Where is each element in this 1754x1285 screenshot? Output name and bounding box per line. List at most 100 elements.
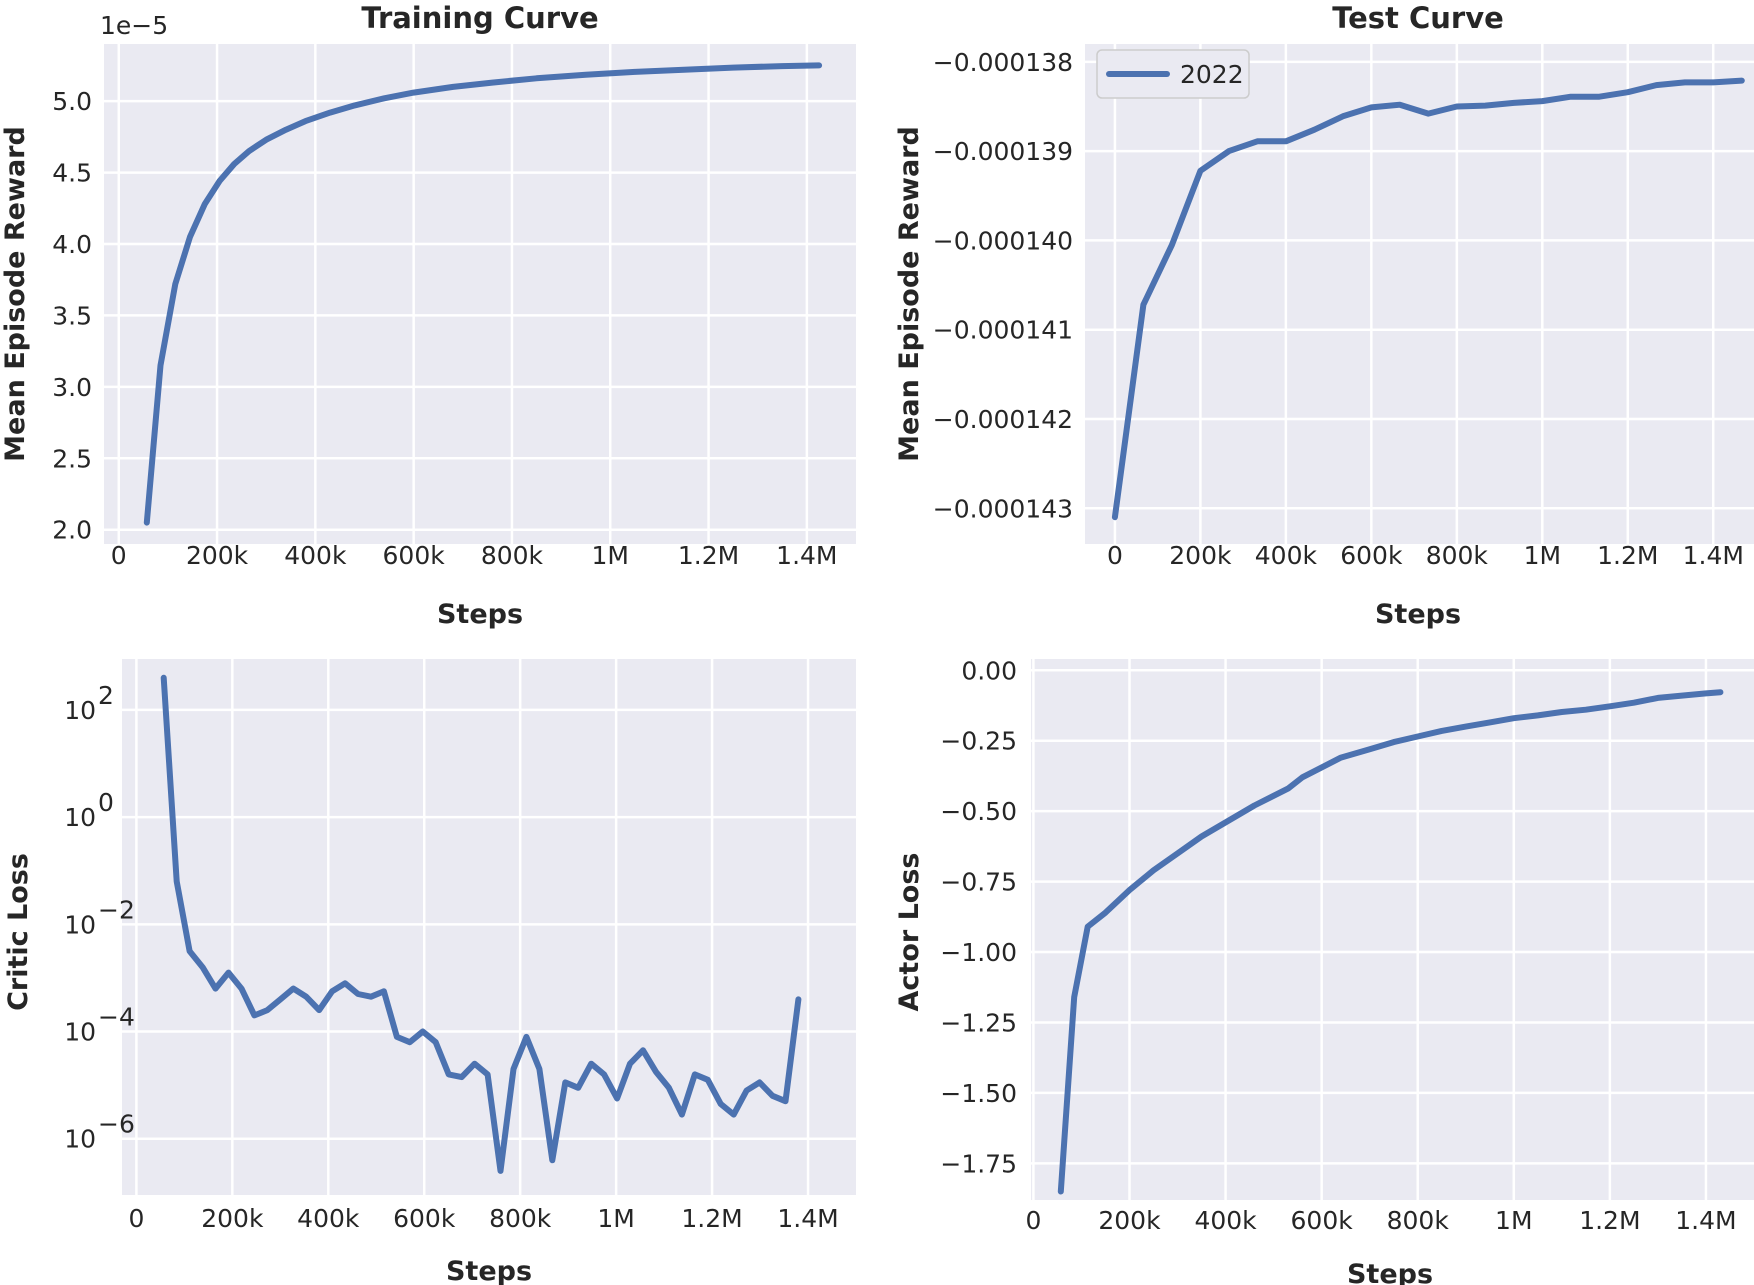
actor-x-tick-label: 200k	[1098, 1206, 1161, 1235]
training-y-tick-label: 5.0	[52, 87, 92, 116]
training-x-tick-label: 1.4M	[776, 541, 837, 570]
training-grid	[104, 44, 856, 544]
test-y-tick-label: −0.000140	[933, 226, 1073, 255]
training-x-tick-label: 0	[111, 541, 127, 570]
training-curve-panel: 0 200k 400k 600k 800k 1M 1.2M 1.4M 2.0 2.5 3.0 3.5…	[0, 1, 856, 630]
training-series-line	[143, 62, 823, 526]
critic-x-tick-label: 1M	[597, 1204, 634, 1233]
test-x-tick-label: 400k	[1255, 541, 1318, 570]
critic-x-tick-label: 1.4M	[777, 1204, 838, 1233]
test-y-label: Mean Episode Reward	[894, 126, 925, 462]
test-y-tick-label: −0.000142	[933, 405, 1073, 434]
training-y-tick-label: 4.0	[52, 230, 92, 259]
critic-x-tick-label: 600k	[393, 1204, 456, 1233]
test-x-tick-label: 1.4M	[1683, 541, 1744, 570]
training-lines	[143, 62, 823, 526]
test-x-tick-label: 1M	[1524, 541, 1561, 570]
test-x-tick-label: 1.2M	[1597, 541, 1658, 570]
actor-x-tick-label: 0	[1025, 1206, 1041, 1235]
test-lines	[1111, 77, 1745, 521]
critic-lines	[160, 674, 802, 1174]
training-x-tick-label: 600k	[383, 541, 446, 570]
training-y-label: Mean Episode Reward	[0, 126, 31, 462]
actor-x-tick-label: 1.2M	[1579, 1206, 1640, 1235]
training-y-tick-label: 3.5	[52, 301, 92, 330]
training-offset-text: 1e−5	[100, 11, 168, 40]
actor-grid	[1031, 659, 1754, 1200]
critic-loss-panel: 0 200k 400k 600k 800k 1M 1.2M 1.4M 10−610−410−2…	[3, 659, 856, 1285]
test-y-tick-label: −0.000141	[933, 316, 1073, 345]
training-x-label: Steps	[437, 599, 523, 630]
critic-y-tick-label: 10	[64, 803, 96, 832]
critic-y-tick-exponent: 2	[98, 681, 114, 710]
critic-y-tick-exponent: 0	[98, 788, 114, 817]
test-x-ticks: 0 200k 400k 600k 800k 1M 1.2M 1.4M	[1107, 541, 1744, 570]
training-y-tick-label: 2.5	[52, 444, 92, 473]
actor-lines	[1057, 689, 1724, 1195]
legend-entry-label: 2022	[1180, 60, 1244, 89]
critic-x-tick-label: 0	[128, 1204, 144, 1233]
critic-x-label: Steps	[446, 1256, 532, 1285]
critic-x-tick-label: 1.2M	[681, 1204, 742, 1233]
training-y-tick-label: 4.5	[52, 159, 92, 188]
critic-y-tick-label: 10	[64, 696, 96, 725]
training-x-ticks: 0 200k 400k 600k 800k 1M 1.2M 1.4M	[111, 541, 838, 570]
actor-y-tick-label: −0.50	[940, 797, 1017, 826]
actor-y-tick-label: −0.75	[940, 868, 1017, 897]
training-x-tick-label: 1M	[592, 541, 629, 570]
test-y-tick-label: −0.000143	[933, 494, 1073, 523]
critic-x-tick-label: 200k	[201, 1204, 264, 1233]
critic-y-tick-exponent: −6	[98, 1110, 135, 1139]
actor-x-tick-label: 1.4M	[1675, 1206, 1736, 1235]
critic-x-tick-label: 800k	[489, 1204, 552, 1233]
actor-y-tick-label: −1.00	[940, 938, 1017, 967]
legend-box	[1096, 49, 1250, 99]
test-grid	[1085, 44, 1754, 544]
actor-x-label: Steps	[1347, 1259, 1433, 1285]
actor-x-tick-label: 400k	[1194, 1206, 1257, 1235]
actor-y-tick-label: −1.75	[940, 1149, 1017, 1178]
test-curve-panel: 0 200k 400k 600k 800k 1M 1.2M 1.4M −0.000143 −0.…	[894, 1, 1754, 630]
training-x-tick-label: 200k	[186, 541, 249, 570]
test-y-tick-label: −0.000139	[933, 137, 1073, 166]
training-plot-area	[104, 44, 856, 544]
test-series-line	[1111, 77, 1745, 521]
critic-y-tick-exponent: −2	[98, 895, 135, 924]
critic-x-tick-label: 400k	[297, 1204, 360, 1233]
actor-x-ticks: 0 200k 400k 600k 800k 1M 1.2M 1.4M	[1025, 1206, 1736, 1235]
critic-grid	[122, 659, 856, 1195]
actor-y-label: Actor Loss	[894, 853, 925, 1012]
actor-y-ticks: −1.75 −1.50 −1.25 −1.00 −0.75 −0.50 −0.25 0.00	[940, 656, 1017, 1178]
test-legend: 2022	[1096, 49, 1250, 99]
actor-y-tick-label: 0.00	[961, 656, 1017, 685]
actor-y-tick-label: −0.25	[940, 727, 1017, 756]
actor-y-tick-label: −1.50	[940, 1079, 1017, 1108]
test-plot-area	[1085, 44, 1754, 544]
test-title: Test Curve	[1332, 1, 1504, 35]
test-x-tick-label: 600k	[1340, 541, 1403, 570]
training-y-tick-label: 2.0	[52, 516, 92, 545]
critic-x-ticks: 0 200k 400k 600k 800k 1M 1.2M 1.4M	[128, 1204, 838, 1233]
training-x-tick-label: 1.2M	[678, 541, 739, 570]
critic-y-label: Critic Loss	[3, 853, 34, 1011]
training-y-ticks: 2.0 2.5 3.0 3.5 4.0 4.5 5.0	[52, 87, 92, 545]
training-title: Training Curve	[361, 1, 598, 35]
actor-x-tick-label: 800k	[1387, 1206, 1450, 1235]
critic-y-tick-label: 10	[64, 910, 96, 939]
actor-plot-area	[1031, 659, 1754, 1200]
actor-series-line	[1057, 689, 1724, 1195]
actor-y-tick-label: −1.25	[940, 1008, 1017, 1037]
test-x-tick-label: 800k	[1426, 541, 1489, 570]
test-x-tick-label: 200k	[1169, 541, 1232, 570]
training-y-tick-label: 3.0	[52, 373, 92, 402]
test-x-tick-label: 0	[1107, 541, 1123, 570]
critic-y-tick-label: 10	[64, 1125, 96, 1154]
critic-y-tick-label: 10	[64, 1018, 96, 1047]
training-x-tick-label: 800k	[481, 541, 544, 570]
training-x-tick-label: 400k	[284, 541, 347, 570]
critic-y-tick-exponent: −4	[98, 1003, 135, 1032]
actor-x-tick-label: 1M	[1495, 1206, 1532, 1235]
test-x-label: Steps	[1375, 599, 1461, 630]
